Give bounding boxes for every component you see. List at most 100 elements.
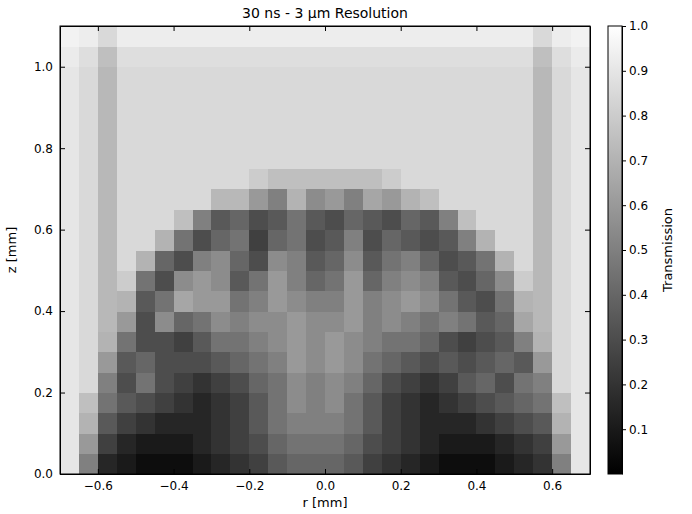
- cell: [60, 209, 79, 230]
- cell: [552, 230, 571, 251]
- cell: [306, 107, 325, 128]
- cell: [401, 331, 420, 352]
- cell: [344, 454, 363, 474]
- tick-label: 1.0: [34, 60, 53, 74]
- cell: [249, 230, 268, 251]
- cell: [325, 372, 344, 393]
- tick-mark: [622, 250, 626, 251]
- colorbar-title: Transmission: [660, 208, 675, 293]
- cell: [439, 393, 458, 414]
- cell: [325, 46, 344, 67]
- cell: [514, 331, 533, 352]
- cell: [552, 209, 571, 230]
- cell: [230, 270, 249, 291]
- cell: [155, 250, 174, 271]
- cell: [495, 46, 514, 67]
- cell: [268, 46, 287, 67]
- tick: −0.4: [160, 469, 189, 493]
- tick-mark: [552, 26, 553, 31]
- cell: [571, 209, 590, 230]
- cell: [136, 169, 155, 190]
- cell: [193, 393, 212, 414]
- cell: [249, 169, 268, 190]
- cell: [458, 209, 477, 230]
- cell: [571, 413, 590, 434]
- cell: [155, 230, 174, 251]
- cell: [458, 107, 477, 128]
- tick-mark: [325, 26, 326, 31]
- cell: [571, 169, 590, 190]
- cell: [230, 393, 249, 414]
- cell: [552, 250, 571, 271]
- cell: [79, 413, 98, 434]
- cell: [306, 270, 325, 291]
- cell: [193, 46, 212, 67]
- cell: [98, 250, 117, 271]
- cell: [249, 372, 268, 393]
- cell: [571, 250, 590, 271]
- cell: [476, 148, 495, 169]
- cell: [60, 148, 79, 169]
- cell: [363, 270, 382, 291]
- cell: [268, 128, 287, 149]
- cell: [514, 128, 533, 149]
- cell: [79, 107, 98, 128]
- cell: [211, 352, 230, 373]
- cell: [306, 169, 325, 190]
- cell: [306, 250, 325, 271]
- cell: [268, 393, 287, 414]
- tick-mark: [60, 148, 65, 149]
- cell: [363, 67, 382, 88]
- cell: [193, 67, 212, 88]
- cell: [552, 67, 571, 88]
- cell: [420, 270, 439, 291]
- tick: 0.7: [622, 154, 648, 168]
- cell: [571, 393, 590, 414]
- cell: [401, 26, 420, 47]
- cell: [382, 107, 401, 128]
- cell: [476, 393, 495, 414]
- cell: [382, 189, 401, 210]
- tick-mark: [249, 469, 250, 474]
- cell: [117, 26, 136, 47]
- cell: [363, 26, 382, 47]
- cell: [458, 250, 477, 271]
- cell: [382, 331, 401, 352]
- cell: [552, 393, 571, 414]
- cell: [98, 372, 117, 393]
- cell: [363, 107, 382, 128]
- cell: [552, 128, 571, 149]
- cell: [344, 291, 363, 312]
- cell: [476, 311, 495, 332]
- cell: [306, 352, 325, 373]
- cell: [60, 352, 79, 373]
- cell: [193, 87, 212, 108]
- cell: [458, 311, 477, 332]
- cell: [287, 393, 306, 414]
- cell: [306, 26, 325, 47]
- cell: [174, 230, 193, 251]
- cell: [420, 107, 439, 128]
- cell: [325, 169, 344, 190]
- cell: [211, 331, 230, 352]
- cell: [193, 331, 212, 352]
- cell: [458, 433, 477, 454]
- cell: [533, 128, 552, 149]
- cell: [230, 352, 249, 373]
- cell: [458, 230, 477, 251]
- cell: [98, 169, 117, 190]
- cell: [249, 46, 268, 67]
- cell: [155, 352, 174, 373]
- cell: [344, 87, 363, 108]
- cell: [155, 128, 174, 149]
- cell: [155, 454, 174, 474]
- cell: [306, 189, 325, 210]
- cell: [287, 26, 306, 47]
- cell: [60, 169, 79, 190]
- cell: [344, 169, 363, 190]
- cell: [514, 250, 533, 271]
- cell: [98, 26, 117, 47]
- cell: [325, 107, 344, 128]
- cell: [420, 87, 439, 108]
- cell: [193, 148, 212, 169]
